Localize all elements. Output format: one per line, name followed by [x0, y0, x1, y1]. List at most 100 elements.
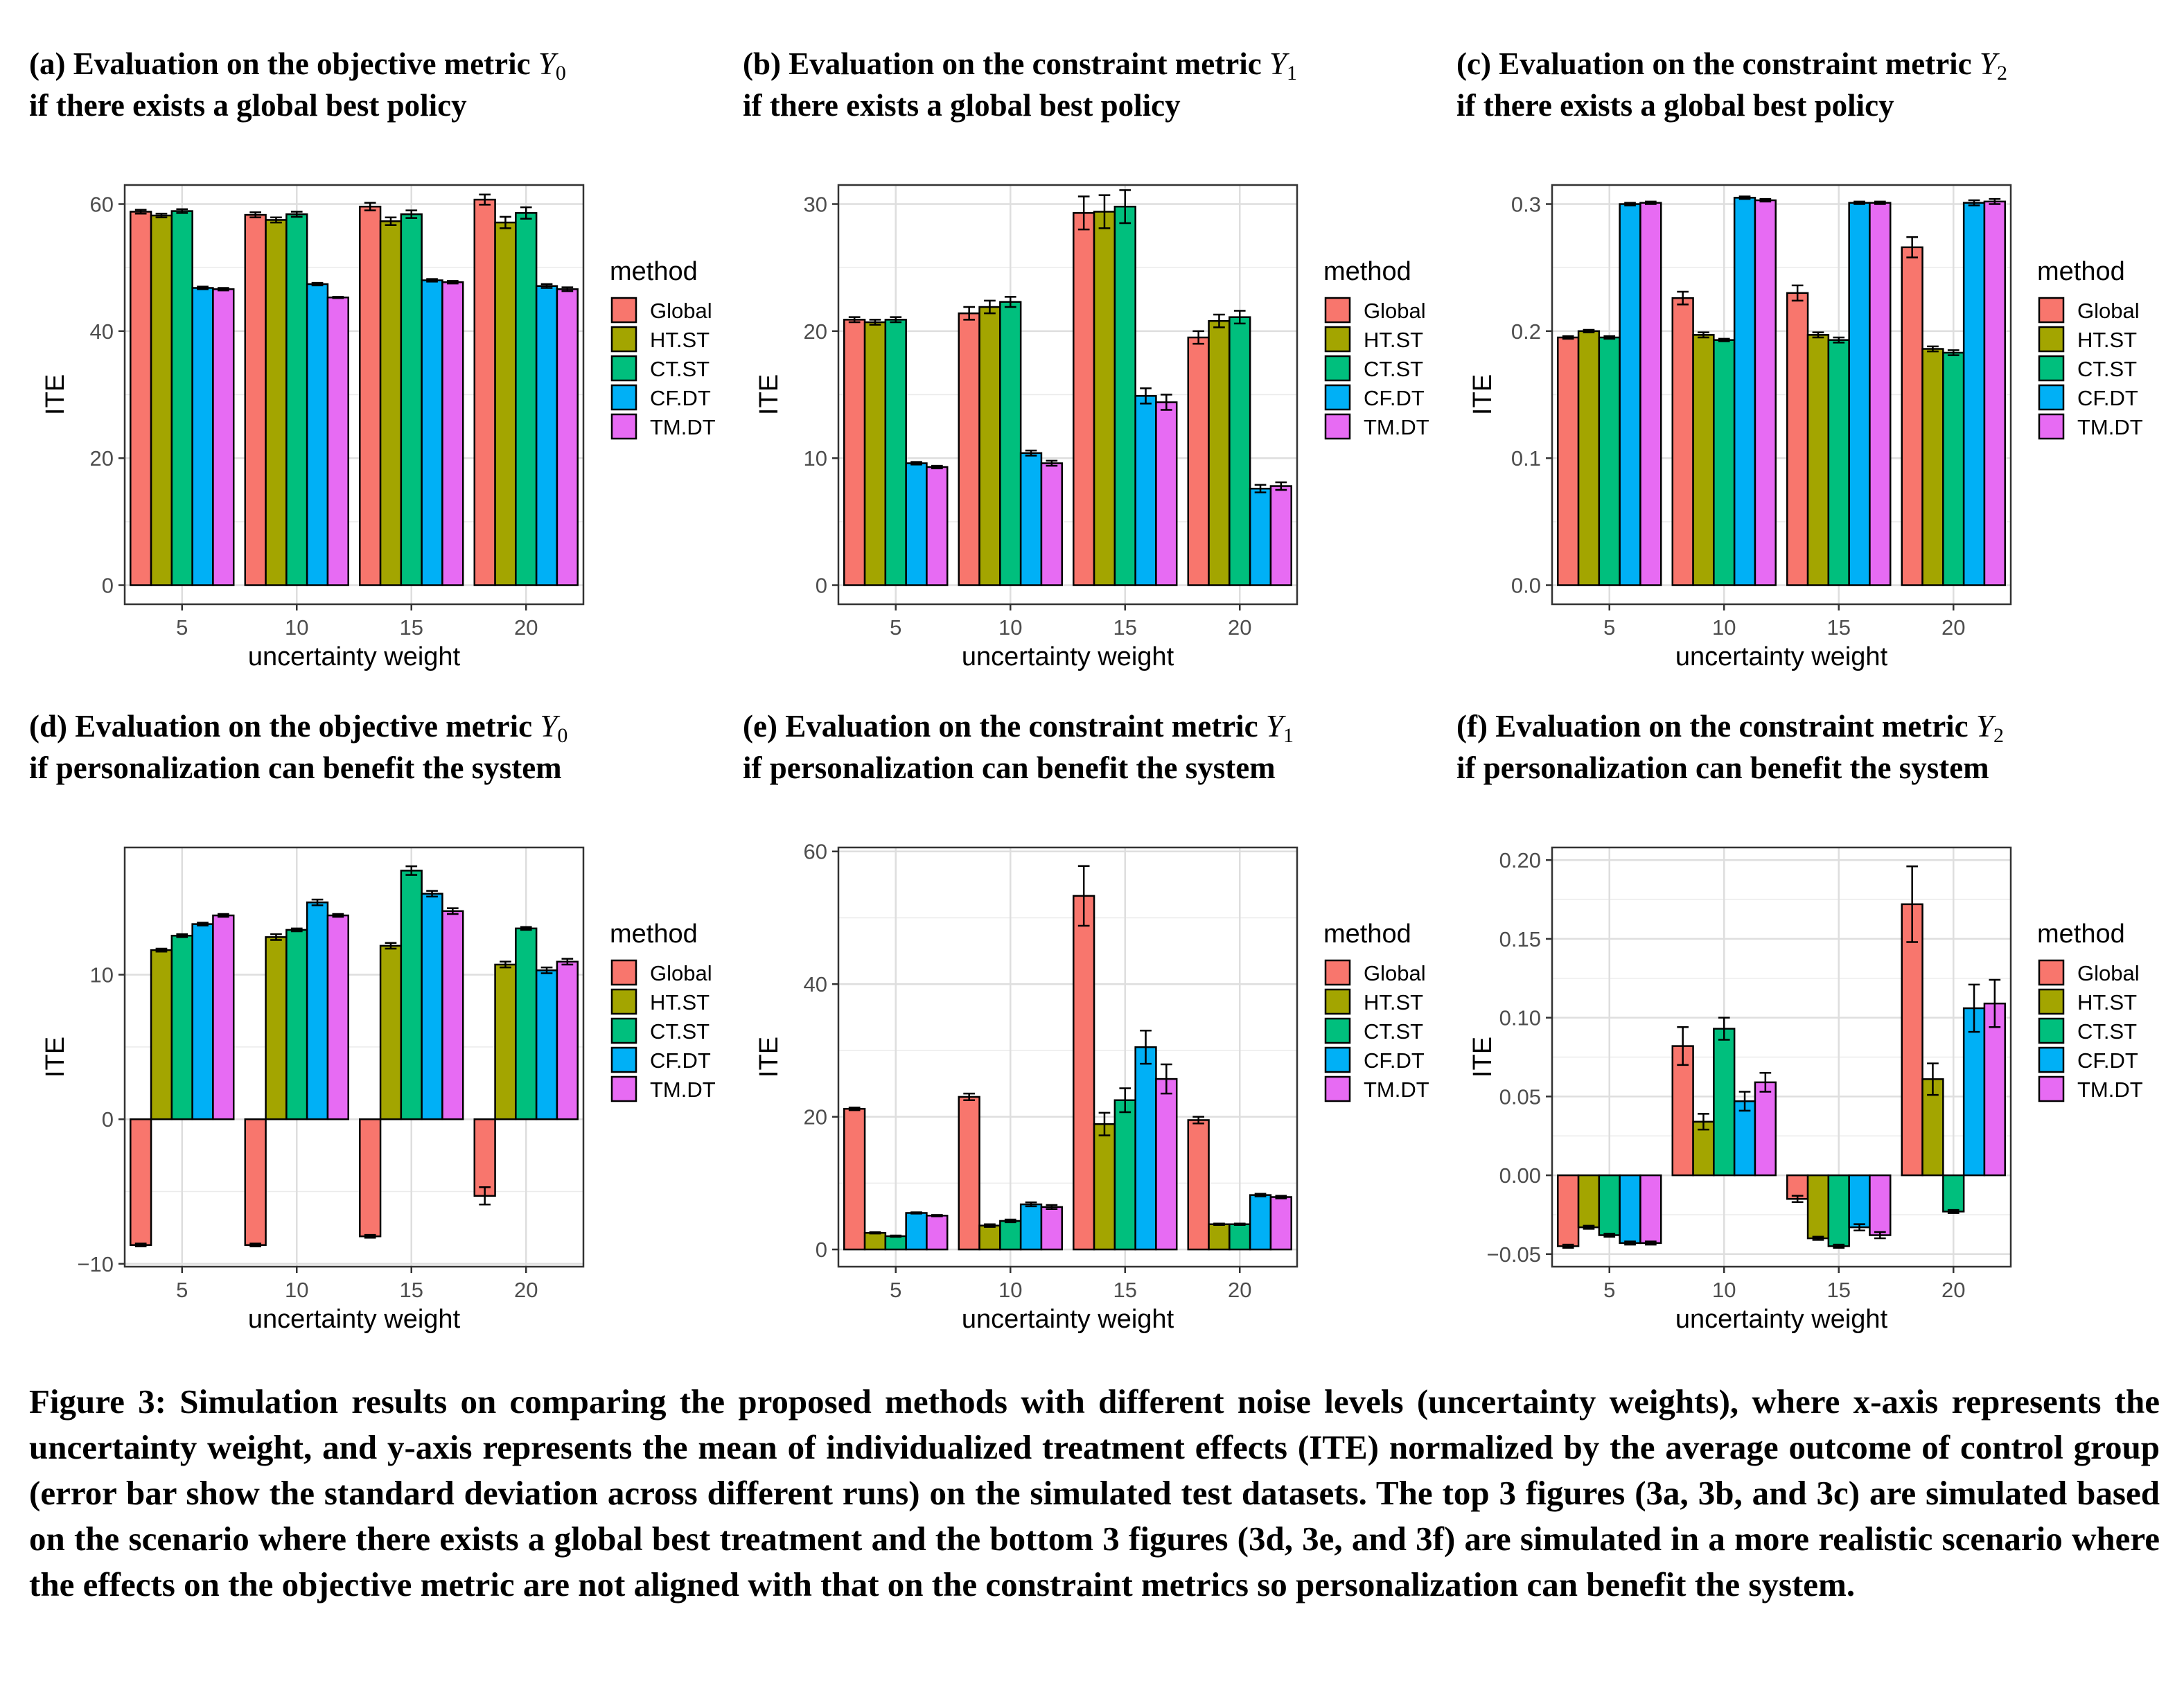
- bar: [170, 210, 193, 586]
- error-bar: [1098, 1111, 1111, 1136]
- bar: [1962, 202, 1986, 586]
- y-tick-label: 60: [804, 840, 827, 864]
- legend-label: Global: [1364, 961, 1426, 985]
- panel-f: (f) Evaluation on the constraint metric …: [1456, 705, 2170, 1334]
- legend: method Global HT.ST CT.ST CF.DT TM.DT: [1323, 257, 1429, 440]
- bar: [1598, 1174, 1621, 1236]
- y-tick-label: 0.3: [1511, 193, 1541, 217]
- legend-title: method: [610, 257, 698, 286]
- error-bar: [1004, 296, 1016, 308]
- bar: [1093, 1123, 1116, 1251]
- error-bar: [540, 283, 553, 289]
- bar: [926, 466, 949, 586]
- error-bar: [332, 296, 344, 299]
- bar: [1093, 211, 1116, 586]
- x-tick-label: 10: [285, 615, 308, 640]
- error-bar: [1098, 194, 1111, 229]
- error-bar: [1927, 1062, 1939, 1096]
- bar: [843, 319, 866, 586]
- legend-key: [610, 326, 637, 353]
- y-tick-label: 20: [90, 446, 114, 471]
- x-tick-label: 10: [998, 1278, 1022, 1302]
- error-bar: [963, 1092, 976, 1101]
- error-bar: [1046, 459, 1058, 467]
- bar: [1577, 330, 1601, 586]
- bar: [170, 935, 193, 1120]
- bar: [1671, 297, 1694, 586]
- bar: [884, 319, 907, 586]
- y-tick-label: 30: [804, 193, 827, 217]
- error-bar: [479, 193, 491, 206]
- bar: [326, 297, 349, 586]
- plot-border: [1551, 846, 2012, 1268]
- panel-title: (b) Evaluation on the constraint metric …: [743, 46, 1297, 123]
- legend-key: [610, 1017, 637, 1044]
- error-bar: [332, 913, 344, 918]
- x-tick-label: 5: [1603, 1278, 1615, 1302]
- legend-title: method: [2037, 920, 2125, 949]
- error-bar: [1624, 202, 1636, 206]
- x-axis-title: uncertainty weight: [1675, 1305, 1888, 1334]
- error-bar: [1192, 330, 1205, 345]
- legend-label: TM.DT: [650, 1078, 716, 1102]
- error-bar: [1254, 484, 1267, 493]
- error-bar: [1583, 328, 1595, 333]
- legend-label: CF.DT: [650, 1048, 711, 1073]
- plot-border: [837, 846, 1298, 1268]
- error-bar: [1192, 1116, 1205, 1125]
- x-tick-label: 15: [400, 1278, 423, 1302]
- error-bar: [405, 209, 418, 219]
- legend-title: method: [610, 920, 698, 949]
- error-bar: [520, 206, 532, 220]
- legend-label: TM.DT: [650, 415, 716, 439]
- bar: [1134, 1046, 1157, 1251]
- bar: [379, 220, 403, 586]
- error-bar: [1759, 197, 1772, 203]
- legend-key: [1324, 988, 1351, 1015]
- legend-label: CF.DT: [2077, 1048, 2138, 1073]
- error-bar: [984, 299, 996, 315]
- error-bar: [155, 213, 168, 218]
- error-bar: [290, 211, 303, 218]
- legend-label: Global: [650, 961, 712, 985]
- error-bar: [364, 1233, 376, 1239]
- x-tick-label: 5: [890, 615, 901, 640]
- error-bar: [290, 927, 303, 933]
- legend-key: [1324, 355, 1351, 382]
- y-axis: 0.0 0.1 0.2 0.3: [1511, 193, 1552, 598]
- bars: [843, 895, 1292, 1251]
- bar: [1187, 336, 1210, 586]
- bar: [1848, 1174, 1871, 1229]
- legend-key: [2038, 1046, 2065, 1073]
- error-bar: [500, 216, 511, 229]
- bar: [130, 1118, 152, 1246]
- bar: [359, 205, 382, 586]
- bar: [212, 914, 235, 1120]
- legend: method Global HT.ST CT.ST CF.DT TM.DT: [2037, 920, 2143, 1102]
- panel-title: (c) Evaluation on the constraint metric …: [1456, 46, 2007, 123]
- y-tick-label: 0.20: [1499, 848, 1541, 872]
- x-tick-label: 20: [514, 615, 538, 640]
- x-axis-title: uncertainty weight: [248, 1305, 461, 1334]
- y-tick-label: 0: [102, 574, 114, 598]
- error-bar: [1833, 1243, 1845, 1249]
- legend-label: TM.DT: [1364, 1078, 1429, 1102]
- bar: [1073, 212, 1095, 586]
- error-bar: [1140, 1029, 1152, 1065]
- bar: [1113, 205, 1136, 586]
- error-bar: [1677, 1026, 1689, 1066]
- legend-key: [1324, 297, 1351, 324]
- bar: [1228, 1223, 1251, 1251]
- legend-label: Global: [650, 299, 712, 323]
- error-bar: [385, 942, 397, 950]
- bar: [244, 1118, 267, 1246]
- bar: [1040, 462, 1063, 586]
- error-bar: [1562, 335, 1574, 340]
- error-bar: [984, 1223, 996, 1228]
- error-bar: [561, 286, 574, 292]
- legend: method Global HT.ST CT.ST CF.DT TM.DT: [610, 257, 716, 440]
- bar: [359, 1118, 382, 1238]
- bar: [1208, 1223, 1231, 1251]
- bar: [1155, 1078, 1178, 1251]
- panel-title: (a) Evaluation on the objective metric Y…: [29, 46, 566, 123]
